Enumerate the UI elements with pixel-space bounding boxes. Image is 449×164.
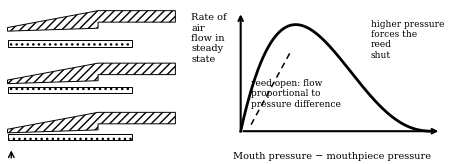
Text: reed open: flow
proportional to
pressure difference: reed open: flow proportional to pressure… [251,79,341,109]
Polygon shape [8,112,176,133]
Text: Mouth pressure − mouthpiece pressure: Mouth pressure − mouthpiece pressure [233,152,431,161]
Polygon shape [8,11,176,31]
Polygon shape [8,134,132,140]
Polygon shape [8,87,132,93]
Polygon shape [8,63,176,84]
Polygon shape [8,40,132,47]
Text: Rate of
air
flow in
steady
state: Rate of air flow in steady state [191,13,227,64]
Text: higher pressure
forces the
reed
shut: higher pressure forces the reed shut [371,20,444,60]
